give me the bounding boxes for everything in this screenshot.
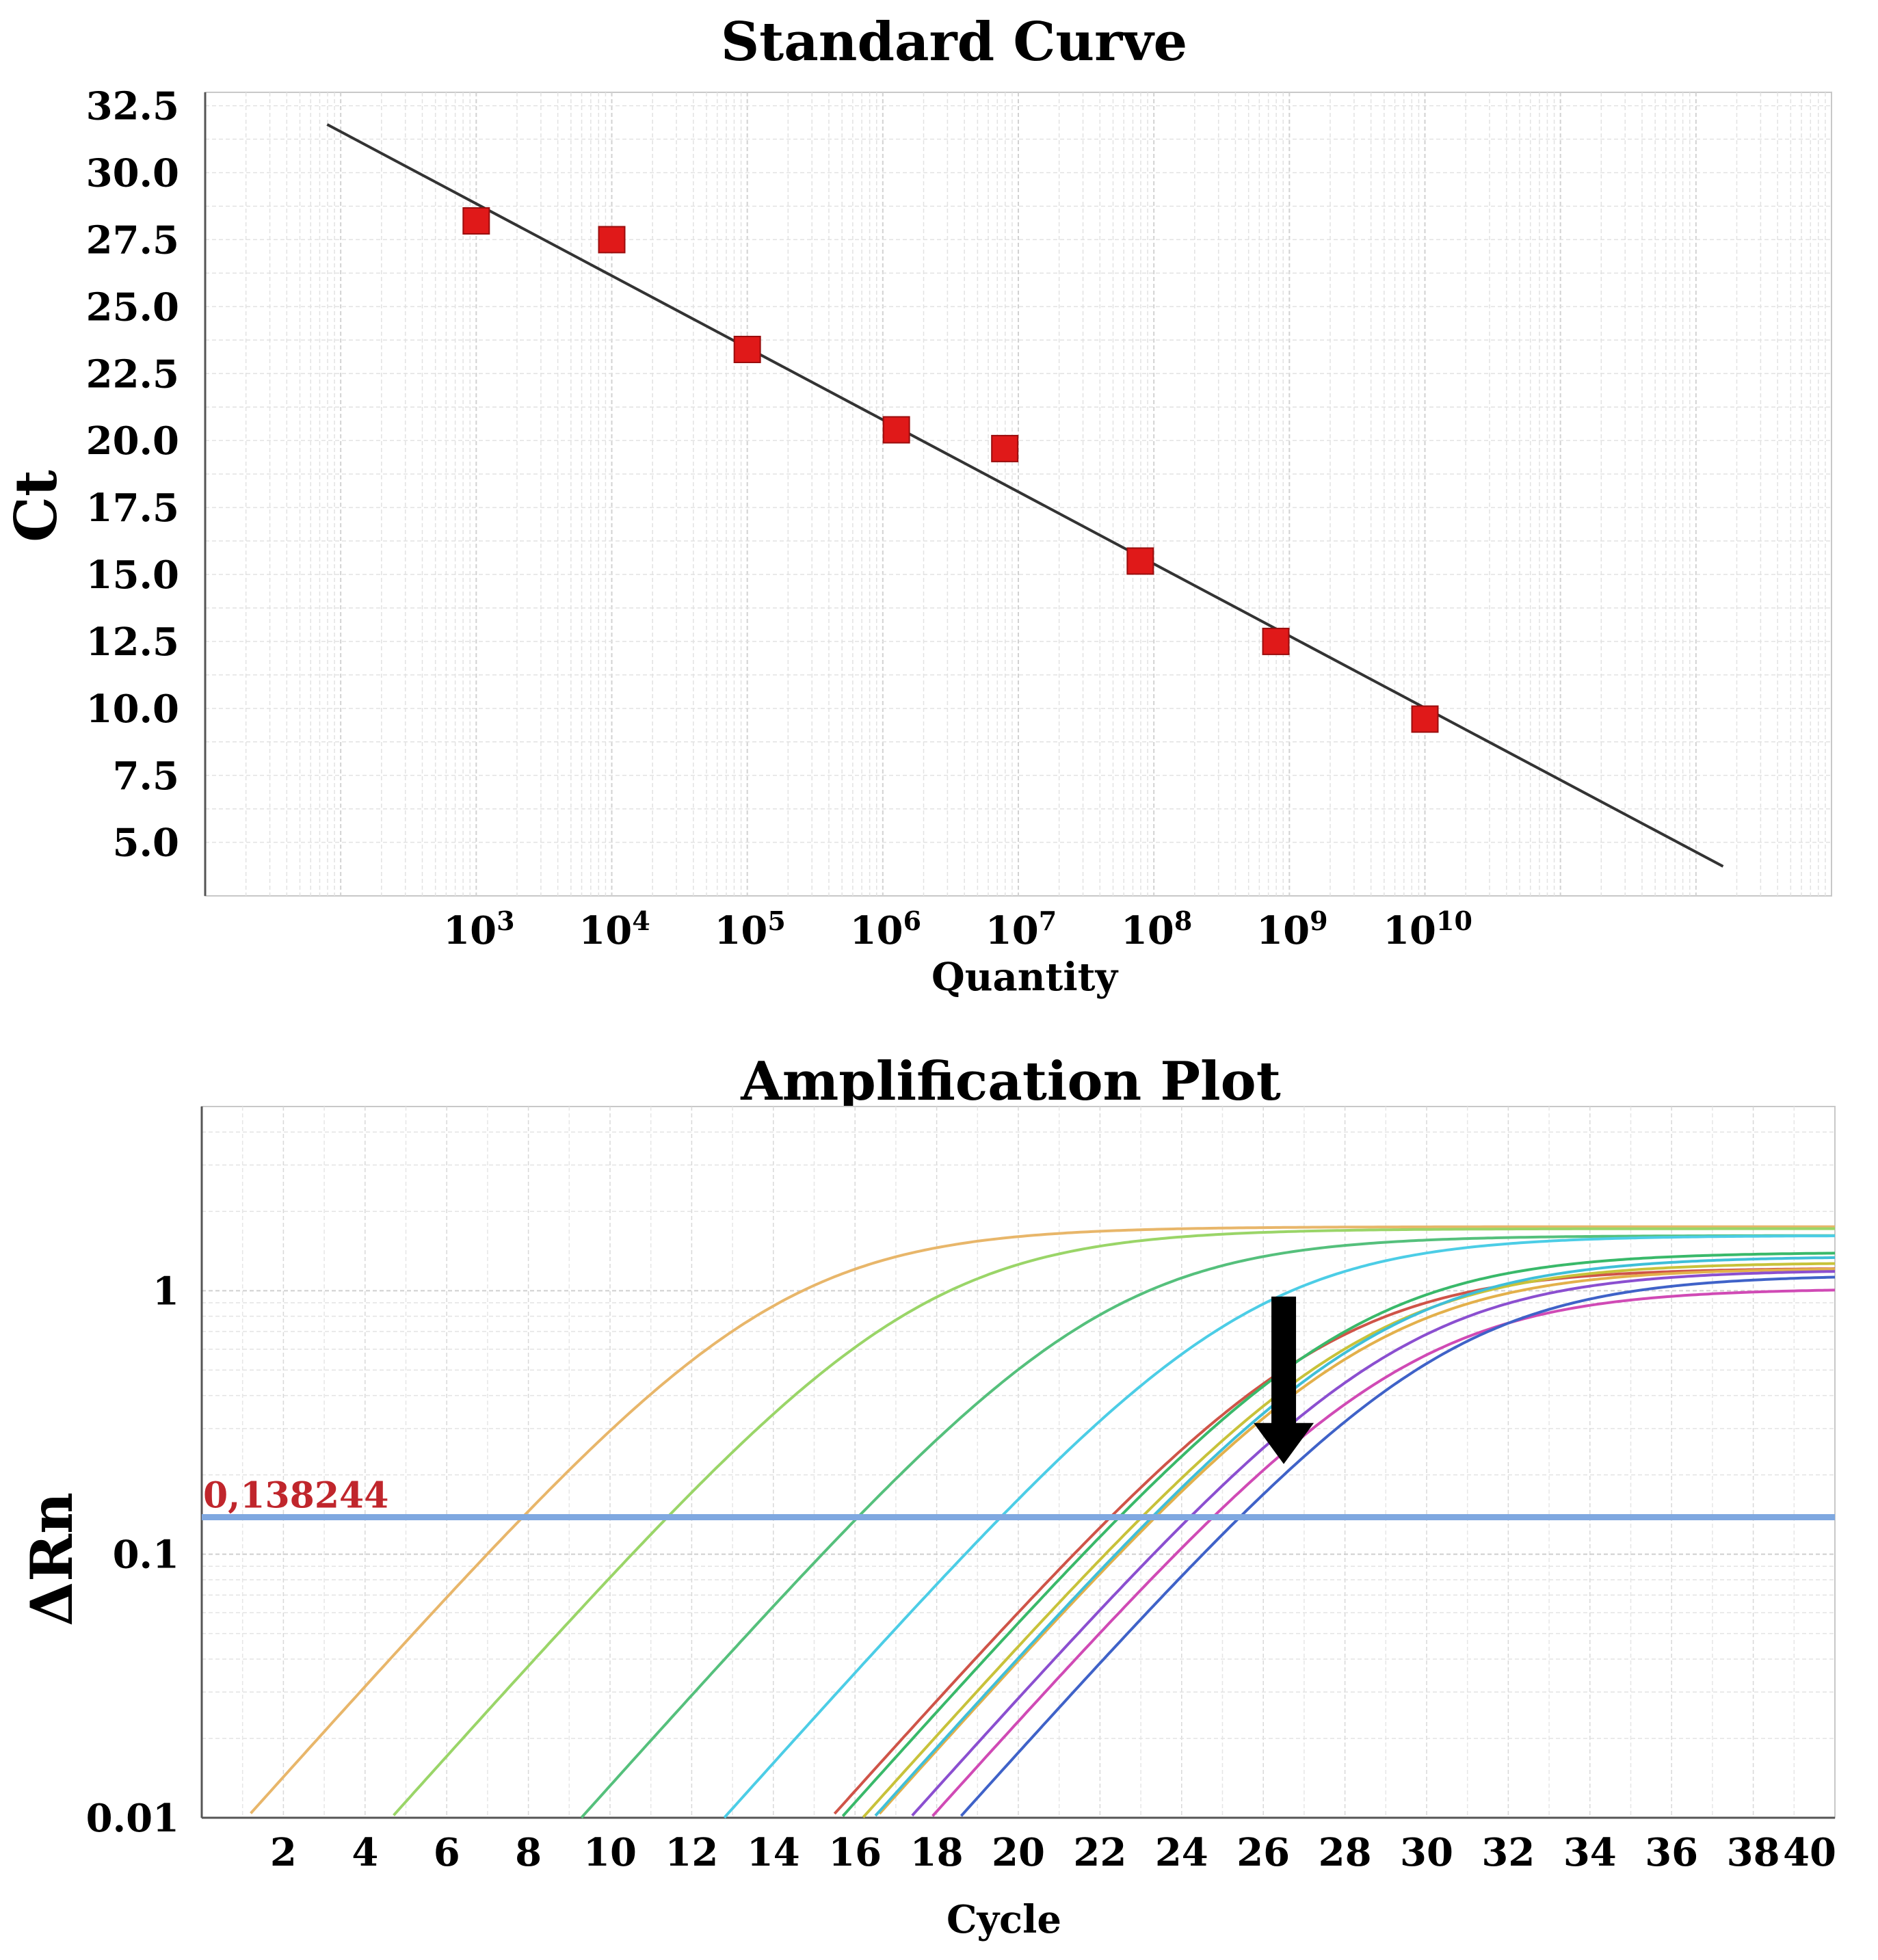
standard-curve-x-ticks: 103 104 105 106 107 108 109 1010 xyxy=(443,905,1472,953)
arrow-head xyxy=(1254,1422,1314,1464)
amplification-curve xyxy=(862,1262,1835,1818)
amplification-curve xyxy=(580,1234,1835,1819)
standard-curve-y-tick-label: 17.5 xyxy=(86,486,179,531)
standard-curve-point xyxy=(733,336,761,363)
amplification-y-tick-label: 0.1 xyxy=(113,1533,179,1578)
amplification-x-tick-label: 30 xyxy=(1400,1830,1453,1875)
standard-curve-point xyxy=(598,226,626,254)
amplification-x-tick-label: 38 xyxy=(1727,1830,1780,1875)
amplification-curve xyxy=(723,1234,1835,1819)
standard-curve-x-tick-label: 108 xyxy=(1121,905,1192,953)
amplification-y-ticks: 1 0.1 0.01 xyxy=(86,1269,179,1841)
standard-curve-x-tick-label: 104 xyxy=(579,905,650,953)
standard-curve-y-tick-label: 5.0 xyxy=(113,821,179,866)
amplification-x-tick-label: 40 xyxy=(1783,1830,1836,1875)
standard-curve-point xyxy=(991,434,1019,462)
standard-curve-y-tick-label: 30.0 xyxy=(86,151,179,196)
standard-curve-x-tick-label: 106 xyxy=(850,905,921,953)
standard-curve-x-label: Quantity xyxy=(931,955,1119,1000)
amplification-x-tick-label: 14 xyxy=(747,1830,800,1875)
standard-curve-fit-line xyxy=(326,123,1724,868)
amplification-x-tick-label: 26 xyxy=(1236,1830,1290,1875)
amplification-x-tick-label: 22 xyxy=(1073,1830,1126,1875)
amplification-y-tick-label: 1 xyxy=(153,1269,179,1314)
standard-curve-y-tick-label: 27.5 xyxy=(86,217,179,263)
amplification-curve xyxy=(250,1225,1835,1814)
amplification-x-tick-label: 4 xyxy=(352,1830,378,1875)
standard-curve-y-tick-label: 10.0 xyxy=(86,687,179,732)
amplification-x-tick-label: 36 xyxy=(1645,1830,1698,1875)
standard-curve-point xyxy=(1262,627,1290,655)
amplification-x-label: Cycle xyxy=(947,1897,1061,1942)
standard-curve-points xyxy=(462,207,1439,733)
amplification-x-tick-label: 34 xyxy=(1563,1830,1617,1875)
standard-curve-y-tick-label: 7.5 xyxy=(113,754,179,799)
standard-curve-y-tick-label: 25.0 xyxy=(86,284,179,330)
amplification-plot-title: Amplification Plot xyxy=(740,1050,1280,1113)
amplification-x-tick-label: 18 xyxy=(910,1830,964,1875)
amplification-curve xyxy=(878,1267,1836,1815)
standard-curve-y-ticks: 32.5 30.0 27.5 25.0 22.5 20.0 17.5 15.0 12.5 10.0… xyxy=(86,84,179,866)
amplification-x-tick-label: 2 xyxy=(270,1830,297,1875)
standard-curve-y-tick-label: 32.5 xyxy=(86,84,179,129)
arrow-shaft xyxy=(1271,1296,1297,1425)
amplification-curve xyxy=(960,1275,1836,1817)
amplification-curve xyxy=(911,1270,1836,1817)
standard-curve-y-tick-label: 22.5 xyxy=(86,352,179,397)
amplification-curve xyxy=(874,1256,1836,1817)
amplification-curve xyxy=(833,1267,1836,1815)
amplification-x-tick-label: 32 xyxy=(1481,1830,1535,1875)
standard-curve-x-tick-label: 109 xyxy=(1256,905,1327,953)
standard-curve-point xyxy=(882,416,910,444)
standard-curve-x-tick-label: 107 xyxy=(986,905,1057,953)
standard-curve-point xyxy=(1411,705,1439,733)
amplification-x-tick-label: 20 xyxy=(992,1830,1045,1875)
amplification-y-tick-label: 0.01 xyxy=(86,1796,179,1841)
standard-curve-point xyxy=(462,207,490,235)
amplification-x-tick-label: 8 xyxy=(515,1830,542,1875)
standard-curve-point xyxy=(1126,547,1154,575)
standard-curve-x-tick-label: 103 xyxy=(443,905,514,953)
amplification-x-tick-label: 16 xyxy=(828,1830,882,1875)
amplification-x-tick-label: 12 xyxy=(665,1830,718,1875)
amplification-plot-grid xyxy=(202,1107,1835,1818)
amplification-curve xyxy=(931,1288,1836,1817)
amplification-x-tick-label: 6 xyxy=(434,1830,460,1875)
standard-curve-y-tick-label: 15.0 xyxy=(86,553,179,598)
standard-curve-title: Standard Curve xyxy=(721,11,1187,73)
standard-curve-x-tick-label: 105 xyxy=(714,905,785,953)
amplification-curves xyxy=(250,1225,1836,1819)
standard-curve-x-tick-label: 1010 xyxy=(1383,905,1472,953)
standard-curve-chart: Standard Curve 32.5 30.0 27.5 25.0 22.5 20.0 1… xyxy=(2,11,1832,1000)
amplification-x-tick-label: 24 xyxy=(1155,1830,1208,1875)
arrow-marker xyxy=(1254,1296,1314,1464)
amplification-x-tick-label: 28 xyxy=(1319,1830,1372,1875)
amplification-x-tick-label: 10 xyxy=(583,1830,637,1875)
amplification-curve xyxy=(393,1227,1835,1816)
standard-curve-y-label: Ct xyxy=(2,470,70,542)
amplification-y-label: ΔRn xyxy=(18,1492,85,1626)
standard-curve-y-tick-label: 20.0 xyxy=(86,419,179,464)
threshold-label: 0,138244 xyxy=(203,1474,388,1516)
standard-curve-y-tick-label: 12.5 xyxy=(86,620,179,665)
amplification-curve xyxy=(841,1252,1836,1817)
amplification-x-ticks: 2 4 6 8 10 12 14 16 18 20 22 24 26 28 30 32 34 36 38 40 xyxy=(270,1830,1836,1875)
